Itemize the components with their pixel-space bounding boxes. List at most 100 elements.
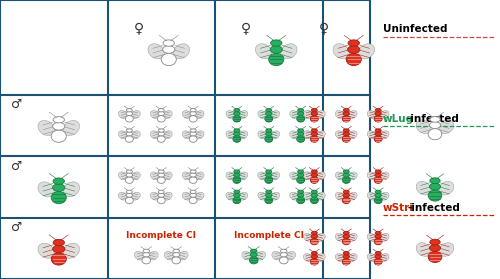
Text: ♂: ♂ [10, 98, 22, 111]
Ellipse shape [430, 183, 440, 190]
Ellipse shape [439, 243, 454, 256]
Circle shape [298, 129, 304, 132]
Ellipse shape [250, 257, 258, 264]
Ellipse shape [439, 181, 454, 195]
Ellipse shape [316, 131, 325, 139]
Ellipse shape [430, 244, 440, 251]
Circle shape [126, 109, 132, 112]
Ellipse shape [150, 131, 159, 139]
Ellipse shape [343, 255, 349, 259]
Circle shape [266, 109, 272, 112]
Ellipse shape [303, 172, 312, 180]
Circle shape [312, 129, 318, 132]
Circle shape [143, 249, 150, 253]
Circle shape [158, 170, 164, 173]
Ellipse shape [348, 192, 357, 200]
Ellipse shape [63, 182, 80, 197]
Circle shape [344, 252, 349, 255]
Circle shape [126, 170, 132, 173]
Ellipse shape [196, 192, 204, 200]
Ellipse shape [380, 254, 389, 261]
Ellipse shape [342, 238, 350, 245]
Ellipse shape [348, 110, 357, 118]
Ellipse shape [428, 251, 442, 263]
Circle shape [430, 178, 440, 184]
Circle shape [190, 170, 196, 173]
Circle shape [190, 129, 196, 132]
Circle shape [375, 109, 381, 112]
Ellipse shape [226, 172, 234, 180]
Ellipse shape [333, 44, 349, 59]
Circle shape [344, 190, 349, 194]
Ellipse shape [374, 116, 382, 122]
Ellipse shape [310, 238, 318, 245]
Ellipse shape [63, 243, 80, 258]
Ellipse shape [375, 112, 382, 116]
Ellipse shape [346, 53, 362, 66]
Ellipse shape [173, 44, 190, 59]
Ellipse shape [158, 193, 164, 197]
Text: wLug: wLug [382, 114, 414, 124]
Ellipse shape [368, 172, 376, 180]
Ellipse shape [258, 172, 266, 180]
Ellipse shape [63, 121, 80, 136]
Ellipse shape [343, 132, 349, 136]
Circle shape [53, 239, 64, 246]
Ellipse shape [239, 172, 248, 180]
Ellipse shape [126, 177, 134, 183]
Ellipse shape [316, 192, 325, 200]
Ellipse shape [51, 253, 66, 265]
Ellipse shape [226, 110, 234, 118]
Ellipse shape [304, 233, 312, 241]
Ellipse shape [182, 172, 191, 180]
Ellipse shape [343, 234, 349, 238]
Ellipse shape [150, 192, 159, 200]
Ellipse shape [342, 259, 350, 265]
Circle shape [158, 109, 164, 112]
Ellipse shape [126, 193, 132, 197]
Ellipse shape [126, 197, 134, 204]
Ellipse shape [368, 192, 376, 200]
Ellipse shape [256, 251, 266, 260]
Ellipse shape [348, 254, 357, 261]
Circle shape [53, 178, 64, 184]
Ellipse shape [126, 112, 132, 116]
Ellipse shape [303, 131, 312, 139]
Ellipse shape [374, 238, 382, 245]
Ellipse shape [234, 193, 240, 197]
Ellipse shape [304, 172, 312, 180]
Ellipse shape [265, 116, 272, 122]
Circle shape [266, 170, 272, 173]
Ellipse shape [189, 116, 197, 122]
Ellipse shape [182, 192, 191, 200]
Ellipse shape [38, 243, 54, 258]
Ellipse shape [311, 112, 318, 116]
Ellipse shape [336, 110, 344, 118]
Circle shape [312, 109, 318, 112]
Ellipse shape [310, 177, 318, 183]
Circle shape [344, 109, 349, 112]
Ellipse shape [132, 172, 140, 180]
Ellipse shape [342, 177, 350, 183]
Ellipse shape [239, 131, 248, 139]
Ellipse shape [271, 192, 280, 200]
Ellipse shape [233, 136, 241, 142]
Ellipse shape [226, 131, 234, 139]
Ellipse shape [342, 197, 350, 204]
Ellipse shape [118, 192, 127, 200]
Ellipse shape [189, 197, 197, 204]
Ellipse shape [239, 192, 248, 200]
Ellipse shape [164, 131, 172, 139]
Ellipse shape [290, 172, 298, 180]
Ellipse shape [258, 192, 266, 200]
Ellipse shape [226, 192, 234, 200]
Ellipse shape [290, 131, 298, 139]
Circle shape [126, 129, 132, 132]
Ellipse shape [189, 136, 197, 142]
Ellipse shape [234, 112, 240, 116]
Ellipse shape [38, 121, 54, 136]
Circle shape [348, 40, 360, 46]
Ellipse shape [316, 233, 325, 241]
Ellipse shape [298, 193, 304, 197]
Ellipse shape [304, 110, 312, 118]
